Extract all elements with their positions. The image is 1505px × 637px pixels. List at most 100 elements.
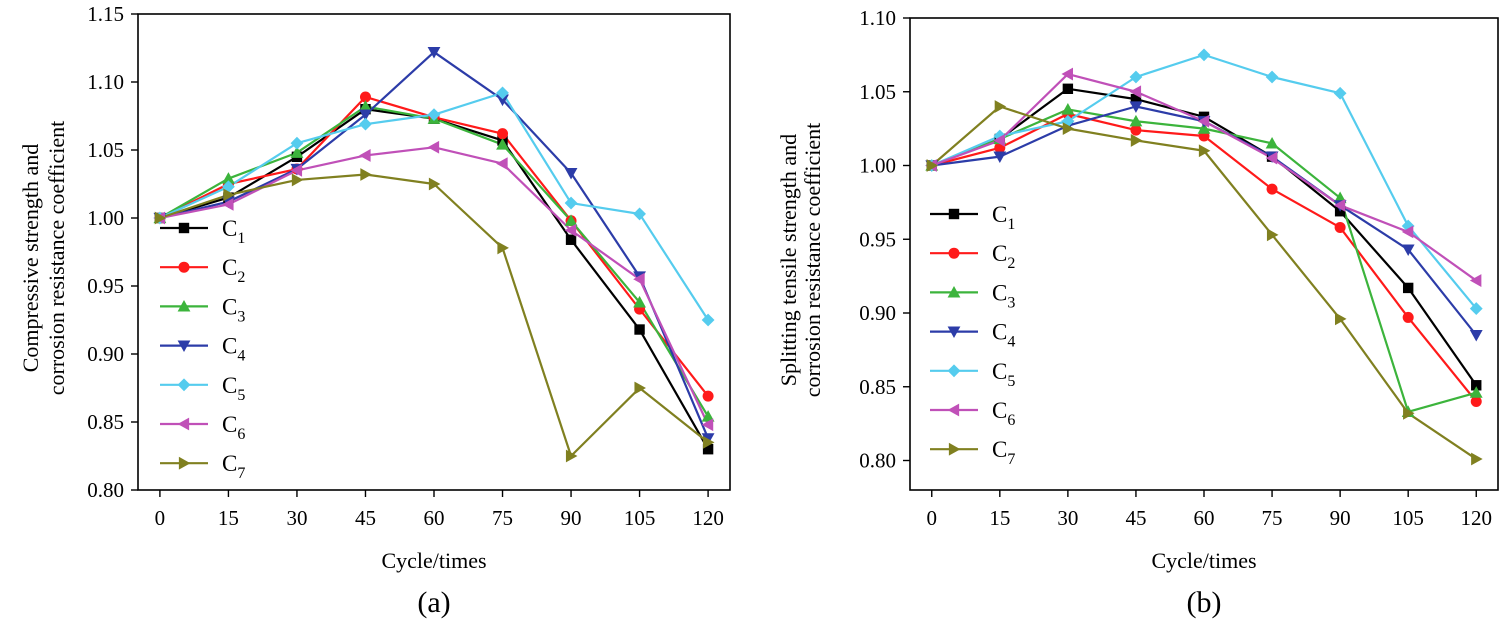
data-point-c4 bbox=[496, 94, 509, 107]
legend-label: C1 bbox=[222, 216, 245, 247]
data-point-c3 bbox=[1061, 103, 1075, 115]
data-point-c6 bbox=[222, 198, 234, 211]
data-point-c2 bbox=[1402, 311, 1414, 323]
data-point-c4 bbox=[359, 109, 372, 122]
data-point-c4 bbox=[1469, 330, 1483, 342]
legend-marker bbox=[947, 364, 961, 378]
data-point-c7 bbox=[223, 188, 235, 202]
x-tick-label: 120 bbox=[1460, 506, 1492, 530]
legend-label: C2 bbox=[992, 241, 1015, 272]
data-point-c4 bbox=[1129, 101, 1143, 113]
data-point-c6 bbox=[564, 223, 577, 237]
y-tick-label: 1.10 bbox=[87, 70, 124, 94]
x-axis-label: Cycle/times bbox=[381, 548, 486, 573]
data-point-c6 bbox=[633, 272, 645, 286]
x-tick-label: 75 bbox=[492, 506, 513, 530]
data-point-c7 bbox=[497, 241, 509, 255]
series-line-c6 bbox=[931, 72, 1477, 282]
y-tick-label: 0.80 bbox=[859, 449, 896, 473]
data-point-c2 bbox=[702, 390, 714, 402]
data-point-c7 bbox=[565, 449, 578, 463]
panel-label: (b) bbox=[1187, 586, 1222, 619]
data-point-c7 bbox=[634, 381, 646, 395]
y-tick-label: 1.10 bbox=[859, 6, 896, 30]
data-point-c7 bbox=[1062, 122, 1075, 136]
legend-marker bbox=[947, 326, 961, 338]
legend-label-subscript: 3 bbox=[1007, 294, 1015, 311]
legend-label-name: C bbox=[992, 359, 1007, 384]
legend-marker bbox=[948, 247, 960, 259]
data-point-c3 bbox=[564, 214, 578, 226]
legend-label-name: C bbox=[992, 280, 1007, 305]
data-point-c1 bbox=[702, 444, 714, 455]
legend-label: C1 bbox=[992, 202, 1015, 233]
data-point-c3 bbox=[359, 100, 372, 112]
legend-label-subscript: 5 bbox=[237, 387, 245, 404]
legend-label-subscript: 5 bbox=[1007, 373, 1015, 390]
legend-label: C6 bbox=[222, 412, 245, 443]
data-point-c1 bbox=[1062, 83, 1074, 94]
legend-label-name: C bbox=[992, 437, 1007, 462]
data-point-c5 bbox=[290, 136, 304, 150]
data-point-c6 bbox=[1401, 225, 1414, 239]
legend-label-name: C bbox=[222, 216, 237, 241]
legend-label: C3 bbox=[992, 280, 1015, 311]
legend-label-subscript: 4 bbox=[237, 348, 245, 365]
legend-label-subscript: 1 bbox=[1007, 216, 1015, 233]
legend-label-name: C bbox=[222, 373, 237, 398]
y-tick-label: 1.05 bbox=[87, 138, 124, 162]
data-point-c5 bbox=[427, 108, 441, 122]
data-point-c7 bbox=[291, 173, 304, 187]
data-point-c3 bbox=[496, 138, 509, 150]
data-point-c1 bbox=[565, 234, 577, 245]
data-point-c6 bbox=[1197, 114, 1210, 128]
legend-label-subscript: 7 bbox=[237, 465, 245, 482]
y-axis-label-line: Compressive strength and bbox=[18, 144, 43, 373]
legend-label: C6 bbox=[992, 398, 1015, 429]
x-tick-label: 0 bbox=[927, 506, 938, 530]
data-point-c5 bbox=[1401, 219, 1415, 233]
data-point-c2 bbox=[1266, 183, 1278, 195]
legend-label: C2 bbox=[222, 255, 245, 286]
data-point-c1 bbox=[1130, 93, 1142, 105]
x-tick-label: 90 bbox=[1330, 506, 1351, 530]
data-point-c7 bbox=[428, 177, 441, 191]
data-point-c2 bbox=[1334, 221, 1346, 233]
y-tick-label: 1.05 bbox=[859, 80, 896, 104]
data-point-c2 bbox=[497, 128, 509, 140]
data-point-c3 bbox=[1265, 136, 1279, 149]
data-point-c4 bbox=[1401, 244, 1415, 256]
y-tick-label: 0.80 bbox=[87, 478, 124, 502]
data-point-c5 bbox=[701, 313, 715, 327]
legend-marker bbox=[177, 378, 191, 392]
legend-label: C7 bbox=[992, 437, 1015, 468]
data-point-c5 bbox=[1333, 86, 1347, 100]
y-tick-label: 0.85 bbox=[87, 410, 124, 434]
data-point-c1 bbox=[1471, 380, 1482, 391]
legend-label-subscript: 1 bbox=[237, 230, 245, 247]
data-point-c5 bbox=[496, 86, 509, 100]
data-point-c7 bbox=[702, 436, 715, 449]
data-point-c3 bbox=[222, 172, 235, 184]
y-tick-label: 1.00 bbox=[859, 154, 896, 178]
data-point-c6 bbox=[701, 418, 714, 432]
data-point-c5 bbox=[1061, 114, 1075, 128]
data-point-c5 bbox=[1469, 302, 1483, 315]
legend-label-subscript: 2 bbox=[237, 269, 245, 286]
y-tick-label: 0.85 bbox=[859, 375, 896, 399]
x-tick-label: 90 bbox=[561, 506, 582, 530]
legend-marker bbox=[947, 286, 961, 298]
data-point-c3 bbox=[1129, 114, 1143, 127]
legend-marker bbox=[948, 442, 961, 456]
y-axis-label-line: corrosion resistance coefficient bbox=[800, 123, 825, 397]
legend-label-name: C bbox=[992, 202, 1007, 227]
data-point-c3 bbox=[701, 410, 715, 422]
data-point-c1 bbox=[1402, 282, 1414, 294]
data-point-c7 bbox=[1403, 406, 1415, 420]
legend-label: C5 bbox=[992, 359, 1015, 390]
legend-marker bbox=[947, 403, 960, 417]
series-line-c7 bbox=[931, 105, 1477, 460]
